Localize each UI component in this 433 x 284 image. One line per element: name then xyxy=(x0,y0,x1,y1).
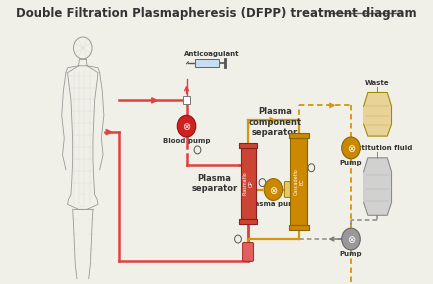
Polygon shape xyxy=(364,93,391,136)
Circle shape xyxy=(342,228,360,250)
FancyBboxPatch shape xyxy=(183,97,190,105)
FancyBboxPatch shape xyxy=(288,225,309,230)
Text: ⊗: ⊗ xyxy=(347,235,355,245)
FancyBboxPatch shape xyxy=(288,133,309,138)
Text: Anticoagulant: Anticoagulant xyxy=(184,51,239,57)
Polygon shape xyxy=(364,158,391,215)
FancyBboxPatch shape xyxy=(284,181,294,197)
Text: ⊗: ⊗ xyxy=(182,122,191,132)
Text: Pump: Pump xyxy=(339,251,362,257)
Text: ⊗: ⊗ xyxy=(269,185,278,195)
Text: Pump: Pump xyxy=(339,160,362,166)
FancyBboxPatch shape xyxy=(239,143,257,148)
FancyBboxPatch shape xyxy=(242,243,254,261)
Circle shape xyxy=(264,179,283,201)
Text: ⊗: ⊗ xyxy=(347,144,355,154)
Text: Plasma pump: Plasma pump xyxy=(246,201,300,207)
FancyBboxPatch shape xyxy=(239,219,257,224)
Text: D: D xyxy=(207,52,209,53)
Text: Plasmaflo
OP: Plasmaflo OP xyxy=(243,172,253,195)
Text: Waste: Waste xyxy=(365,80,389,85)
FancyBboxPatch shape xyxy=(290,138,307,225)
Circle shape xyxy=(177,115,196,137)
Text: Blood pump: Blood pump xyxy=(163,138,210,144)
FancyBboxPatch shape xyxy=(240,148,256,219)
Circle shape xyxy=(342,137,360,159)
Text: Cascadeflo
EC: Cascadeflo EC xyxy=(293,168,304,195)
Text: Plasma
component
separator: Plasma component separator xyxy=(249,107,302,137)
Text: Substitution fluid: Substitution fluid xyxy=(342,145,412,151)
FancyBboxPatch shape xyxy=(195,59,219,67)
Text: Plasma
separator: Plasma separator xyxy=(191,174,237,193)
Text: Double Filtration Plasmapheresis (DFPP) treatment diagram: Double Filtration Plasmapheresis (DFPP) … xyxy=(16,7,417,20)
